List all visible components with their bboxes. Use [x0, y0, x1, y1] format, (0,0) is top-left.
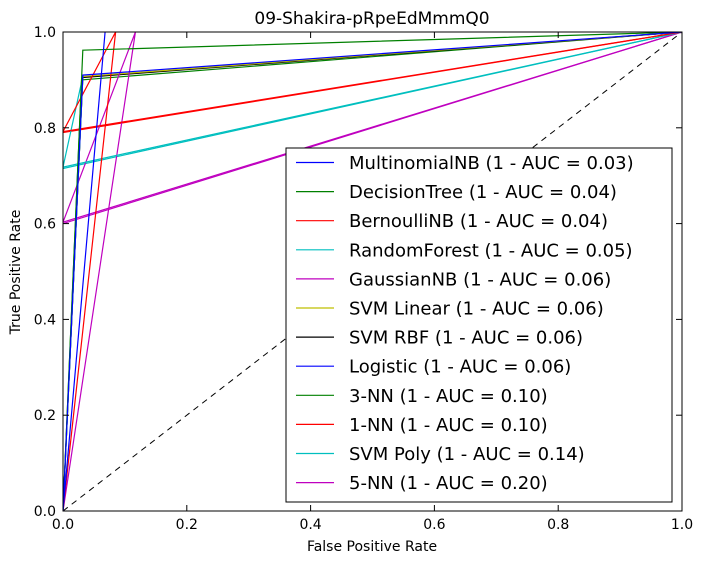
legend-label: 5-NN (1 - AUC = 0.20)	[349, 473, 548, 494]
plot-area	[63, 32, 682, 511]
y-tick-label: 0.6	[34, 217, 56, 233]
y-tick-label: 0.0	[34, 504, 56, 520]
legend-label: SVM Linear (1 - AUC = 0.06)	[349, 299, 604, 320]
x-tick-label: 0.4	[299, 517, 321, 533]
legend-label: SVM RBF (1 - AUC = 0.06)	[349, 328, 583, 349]
x-tick-label: 0.8	[547, 517, 569, 533]
legend-label: GaussianNB (1 - AUC = 0.06)	[349, 269, 611, 290]
series-line-1-b	[63, 32, 106, 511]
legend: MultinomialNB (1 - AUC = 0.03) DecisionTr…	[285, 147, 673, 503]
y-axis-label: True Positive Rate	[8, 210, 24, 336]
y-tick-label: 0.4	[34, 312, 56, 328]
y-tick-label: 1.0	[34, 25, 56, 41]
legend-label: 1-NN (1 - AUC = 0.10)	[349, 415, 548, 436]
x-tick-label: 0.6	[423, 517, 445, 533]
plot-frame	[62, 31, 683, 512]
series-line-1	[63, 32, 682, 511]
x-tick-label: 0.2	[176, 517, 198, 533]
x-tick-label: 1.0	[671, 517, 693, 533]
diagonal-reference-line	[63, 32, 682, 511]
y-tick-label: 0.8	[34, 121, 56, 137]
legend-box	[285, 147, 673, 503]
legend-label: SVM Poly (1 - AUC = 0.14)	[349, 444, 585, 465]
axis-ticks: 0.0 0.2 0.4 0.6 0.8 1.0 0.0 0.2 0.4 0.6 0.8 1.0	[34, 25, 693, 533]
y-tick-label: 0.2	[34, 408, 56, 424]
legend-label: RandomForest (1 - AUC = 0.05)	[349, 240, 633, 261]
legend-label: 3-NN (1 - AUC = 0.10)	[349, 386, 548, 407]
legend-label: DecisionTree (1 - AUC = 0.04)	[349, 182, 617, 203]
chart-title: 09-Shakira-pRpeEdMmmQ0	[254, 9, 489, 29]
x-tick-label: 0.0	[52, 517, 74, 533]
legend-label: Logistic (1 - AUC = 0.06)	[349, 357, 571, 378]
series-line-5	[63, 32, 682, 511]
legend-label: BernoulliNB (1 - AUC = 0.04)	[349, 211, 608, 232]
x-axis-label: False Positive Rate	[307, 539, 437, 555]
series-line-3	[63, 32, 682, 511]
legend-label: MultinomialNB (1 - AUC = 0.03)	[349, 153, 634, 174]
